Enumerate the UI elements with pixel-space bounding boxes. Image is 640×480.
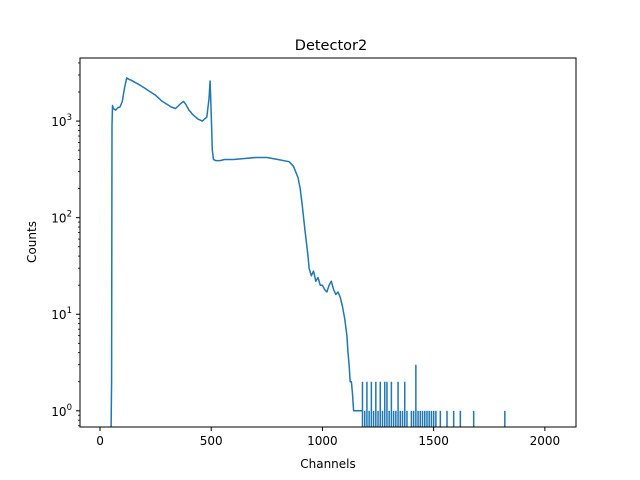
x-tick-label: 0	[96, 434, 104, 448]
plot-area	[110, 77, 506, 428]
x-tick-label: 1000	[307, 434, 338, 448]
y-tick-label: 101	[51, 306, 72, 322]
y-axis-label: Counts	[25, 221, 39, 263]
series-line-0	[110, 77, 363, 428]
x-tick-label: 2000	[530, 434, 561, 448]
plot-frame	[79, 57, 577, 428]
chart-title: Detector2	[295, 38, 367, 54]
x-tick-label: 1500	[418, 434, 449, 448]
x-axis-label: Channels	[300, 457, 356, 471]
y-axis: 100 101 102 103	[51, 62, 80, 427]
y-tick-label: 100	[51, 403, 72, 419]
y-tick-label: 102	[51, 210, 72, 226]
x-axis: 0 500 1000 1500 2000	[96, 427, 560, 448]
y-tick-label: 103	[51, 113, 72, 129]
x-tick-label: 500	[200, 434, 223, 448]
